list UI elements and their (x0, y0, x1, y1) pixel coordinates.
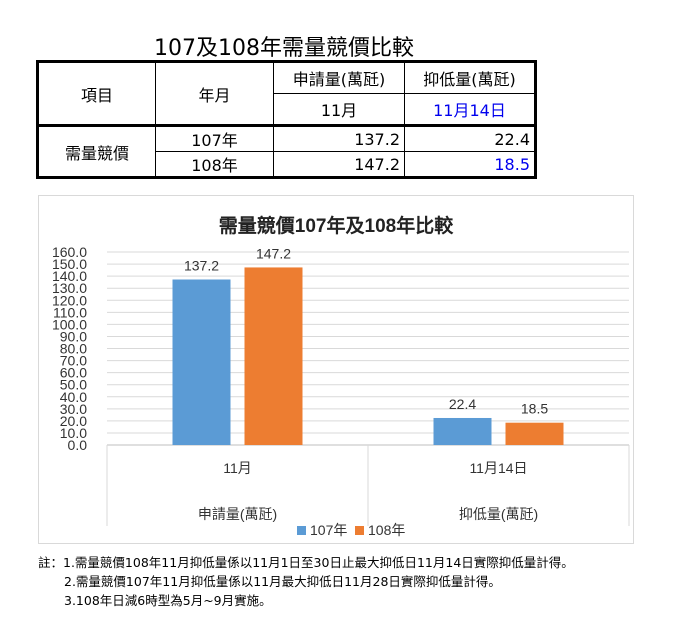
y-tick-label: 10.0 (60, 425, 87, 441)
y-tick-label: 80.0 (60, 341, 87, 357)
legend-swatch (297, 526, 306, 535)
header-item: 項目 (37, 61, 156, 127)
x-tick-label: 11月 (223, 460, 252, 476)
x-group-label: 申請量(萬瓩) (198, 506, 277, 522)
y-tick-label: 100.0 (52, 316, 87, 332)
y-tick-label: 150.0 (52, 256, 87, 272)
bar-108年-11月 (244, 267, 303, 445)
bar-chart: 需量競價107年及108年比較 0.010.020.030.040.050.060… (52, 214, 630, 538)
bar-108年-11月14日 (505, 422, 564, 445)
cell-reduce-107: 22.4 (404, 125, 536, 152)
data-label: 18.5 (521, 401, 548, 417)
y-tick-label: 30.0 (60, 401, 87, 417)
y-tick-label: 60.0 (60, 365, 87, 381)
y-tick-label: 40.0 (60, 389, 87, 405)
note-3: 3.108年日減6時型為5月~9月實施。 (64, 593, 272, 608)
data-label: 137.2 (184, 258, 219, 274)
note-1: 註：1.需量競價108年11月抑低量係以11月1日至30日止最大抑低日11月14… (38, 555, 574, 570)
cell-reduce-108: 18.5 (404, 151, 536, 178)
data-label: 147.2 (256, 245, 291, 261)
sub-header-apply: 11月 (273, 93, 405, 127)
bar-107年-11月 (172, 279, 231, 445)
legend-label: 108年 (368, 522, 405, 538)
legend-label: 107年 (310, 522, 347, 538)
row-year-107: 107年 (155, 125, 274, 152)
x-tick-label: 11月14日 (469, 460, 527, 476)
y-tick-label: 70.0 (60, 353, 87, 369)
y-tick-label: 120.0 (52, 292, 87, 308)
footnotes: 註：1.需量競價108年11月抑低量係以11月1日至30日止最大抑低日11月14… (38, 553, 574, 610)
legend-swatch (355, 526, 364, 535)
y-tick-label: 20.0 (60, 413, 87, 429)
row-label: 需量競價 (37, 125, 156, 178)
cell-apply-107: 137.2 (273, 125, 405, 152)
header-apply: 申請量(萬瓩) (273, 61, 405, 94)
chart-panel: 需量競價107年及108年比較 0.0 10.0 20.0 30.0 40.0 50.0 60… (38, 195, 634, 544)
data-label: 22.4 (449, 396, 476, 412)
page-title: 107及108年需量競價比較 (154, 36, 414, 61)
x-group-label: 抑低量(萬瓩) (459, 506, 538, 522)
sub-header-reduce: 11月14日 (404, 93, 536, 127)
bar-107年-11月14日 (433, 417, 492, 445)
y-tick-label: 130.0 (52, 280, 87, 296)
summary-table: 項目 年月 申請量(萬瓩) 抑低量(萬瓩) 11月 11月14日 需量競價 10… (36, 60, 537, 179)
y-tick-label: 0.0 (68, 437, 88, 453)
y-tick-label: 50.0 (60, 377, 87, 393)
header-reduce: 抑低量(萬瓩) (404, 61, 536, 94)
chart-title: 需量競價107年及108年比較 (219, 214, 454, 237)
note-2: 2.需量競價107年11月抑低量係以11月最大抑低日11月28日實際抑低量計得。 (64, 574, 501, 589)
header-yearmonth: 年月 (155, 61, 274, 127)
y-tick-label: 160.0 (52, 244, 87, 260)
y-tick-label: 110.0 (53, 304, 87, 320)
cell-apply-108: 147.2 (273, 151, 405, 178)
y-tick-label: 140.0 (52, 268, 87, 284)
y-tick-label: 90.0 (60, 328, 87, 344)
row-year-108: 108年 (155, 151, 274, 178)
